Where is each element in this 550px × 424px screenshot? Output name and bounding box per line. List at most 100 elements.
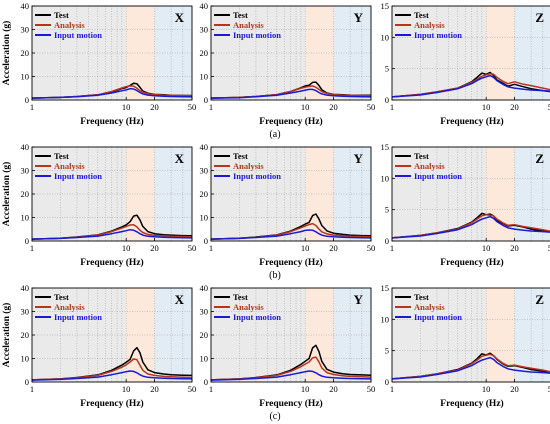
- y-tick-label: 15: [381, 142, 390, 152]
- series-line-input-motion: [391, 215, 550, 239]
- legend-label: Input motion: [54, 171, 102, 181]
- band-high-frequency: [154, 147, 192, 241]
- x-tick-label: 1: [209, 102, 213, 112]
- legend-label: Test: [54, 10, 69, 20]
- chart-panel-3-z: 0 5 10 15 1 10 20 50 Frequency (Hz) Z TestAnalysis…: [381, 283, 550, 409]
- panel-direction-label: Y: [354, 10, 364, 25]
- panel-direction-label: Z: [535, 10, 544, 25]
- row-label: (c): [269, 411, 280, 422]
- y-tick-label: 0: [25, 95, 29, 105]
- legend-label: Input motion: [414, 30, 462, 40]
- y-tick-label: 20: [21, 330, 30, 340]
- y-tick-label: 30: [200, 25, 209, 35]
- band-high-frequency: [333, 6, 371, 100]
- x-tick-label: 1: [390, 384, 394, 394]
- row-label: (a): [269, 129, 280, 140]
- y-tick-label: 30: [21, 307, 30, 317]
- legend-label: Analysis: [414, 302, 445, 312]
- y-tick-label: 20: [21, 48, 30, 58]
- chart-panel-1-y: 0 10 20 30 40 1 10 20 50 Frequency (Hz) Y TestAnaly…: [200, 1, 376, 127]
- legend-label: Test: [414, 10, 429, 20]
- chart-panel-3-x: 0 10 20 30 40 1 10 20 50 Frequency (Hz) Accelerati…: [1, 283, 196, 409]
- legend-label: Analysis: [233, 20, 264, 30]
- y-tick-label: 40: [200, 283, 209, 293]
- x-tick-label: 10: [301, 243, 310, 253]
- band-high-frequency: [154, 6, 192, 100]
- panel-direction-label: Z: [535, 151, 544, 166]
- legend-label: Input motion: [233, 30, 281, 40]
- series-line-input-motion: [210, 88, 372, 99]
- band-mid-frequency: [486, 147, 515, 241]
- panel-direction-label: Y: [354, 151, 364, 166]
- legend-label: Analysis: [233, 161, 264, 171]
- panel-direction-label: X: [175, 292, 185, 307]
- x-axis-label: Frequency (Hz): [80, 116, 143, 127]
- y-tick-label: 40: [200, 1, 209, 11]
- y-tick-label: 40: [21, 283, 30, 293]
- y-tick-label: 10: [21, 72, 30, 82]
- legend-label: Test: [233, 151, 248, 161]
- x-tick-label: 20: [510, 102, 519, 112]
- x-tick-label: 1: [390, 243, 394, 253]
- y-axis-label: Acceleration (g): [1, 21, 12, 86]
- series-line-analysis: [210, 356, 372, 381]
- y-tick-label: 10: [381, 173, 390, 183]
- y-tick-label: 0: [204, 377, 208, 387]
- legend-label: Analysis: [414, 161, 445, 171]
- chart-panel-2-y: 0 10 20 30 40 1 10 20 50 Frequency (Hz) Y TestAnaly…: [200, 142, 376, 268]
- y-tick-label: 0: [25, 236, 29, 246]
- y-tick-label: 10: [200, 354, 209, 364]
- panel-direction-label: X: [175, 10, 185, 25]
- y-tick-label: 0: [385, 95, 389, 105]
- chart-panel-2-z: 0 5 10 15 1 10 20 50 Frequency (Hz) Z TestAnalysis…: [381, 142, 550, 268]
- chart-panel-2-x: 0 10 20 30 40 1 10 20 50 Frequency (Hz) Accelerati…: [1, 142, 196, 268]
- x-tick-label: 10: [122, 243, 131, 253]
- x-tick-label: 50: [188, 102, 197, 112]
- y-axis-label: Acceleration (g): [1, 162, 12, 227]
- y-tick-label: 15: [381, 283, 390, 293]
- row-label: (b): [269, 270, 281, 281]
- y-tick-label: 10: [21, 354, 30, 364]
- x-tick-label: 10: [122, 384, 131, 394]
- y-tick-label: 40: [21, 142, 30, 152]
- legend-label: Input motion: [54, 312, 102, 322]
- y-axis-label: Acceleration (g): [1, 303, 12, 368]
- panel-direction-label: Z: [535, 292, 544, 307]
- x-axis-label: Frequency (Hz): [80, 257, 143, 268]
- legend-label: Input motion: [233, 312, 281, 322]
- legend-label: Input motion: [414, 171, 462, 181]
- plot-frame: [391, 5, 550, 101]
- y-tick-label: 15: [381, 1, 390, 11]
- x-tick-label: 1: [209, 243, 213, 253]
- x-tick-label: 10: [482, 243, 491, 253]
- x-axis-label: Frequency (Hz): [440, 116, 503, 127]
- series-line-input-motion: [31, 228, 193, 240]
- x-tick-label: 10: [301, 102, 310, 112]
- y-tick-label: 40: [21, 1, 30, 11]
- series-line-input-motion: [210, 229, 372, 240]
- y-tick-label: 10: [200, 213, 209, 223]
- y-tick-label: 10: [381, 314, 390, 324]
- y-tick-label: 20: [21, 189, 30, 199]
- y-tick-label: 0: [204, 236, 208, 246]
- chart-panel-1-x: 0 10 20 30 40 1 10 20 50 Frequency (Hz) Accelerati…: [1, 1, 196, 127]
- plot-frame: [391, 287, 550, 383]
- legend-label: Test: [54, 292, 69, 302]
- y-tick-label: 40: [200, 142, 209, 152]
- x-tick-label: 20: [510, 384, 519, 394]
- series-line-analysis: [210, 222, 372, 240]
- y-tick-label: 20: [200, 48, 209, 58]
- x-tick-label: 50: [188, 384, 197, 394]
- y-tick-label: 0: [385, 377, 389, 387]
- x-tick-label: 50: [188, 243, 197, 253]
- y-tick-label: 0: [385, 236, 389, 246]
- series-line-input-motion: [210, 370, 372, 381]
- plot-frame: [391, 146, 550, 242]
- chart-panel-3-y: 0 10 20 30 40 1 10 20 50 Frequency (Hz) Y TestAnaly…: [200, 283, 376, 409]
